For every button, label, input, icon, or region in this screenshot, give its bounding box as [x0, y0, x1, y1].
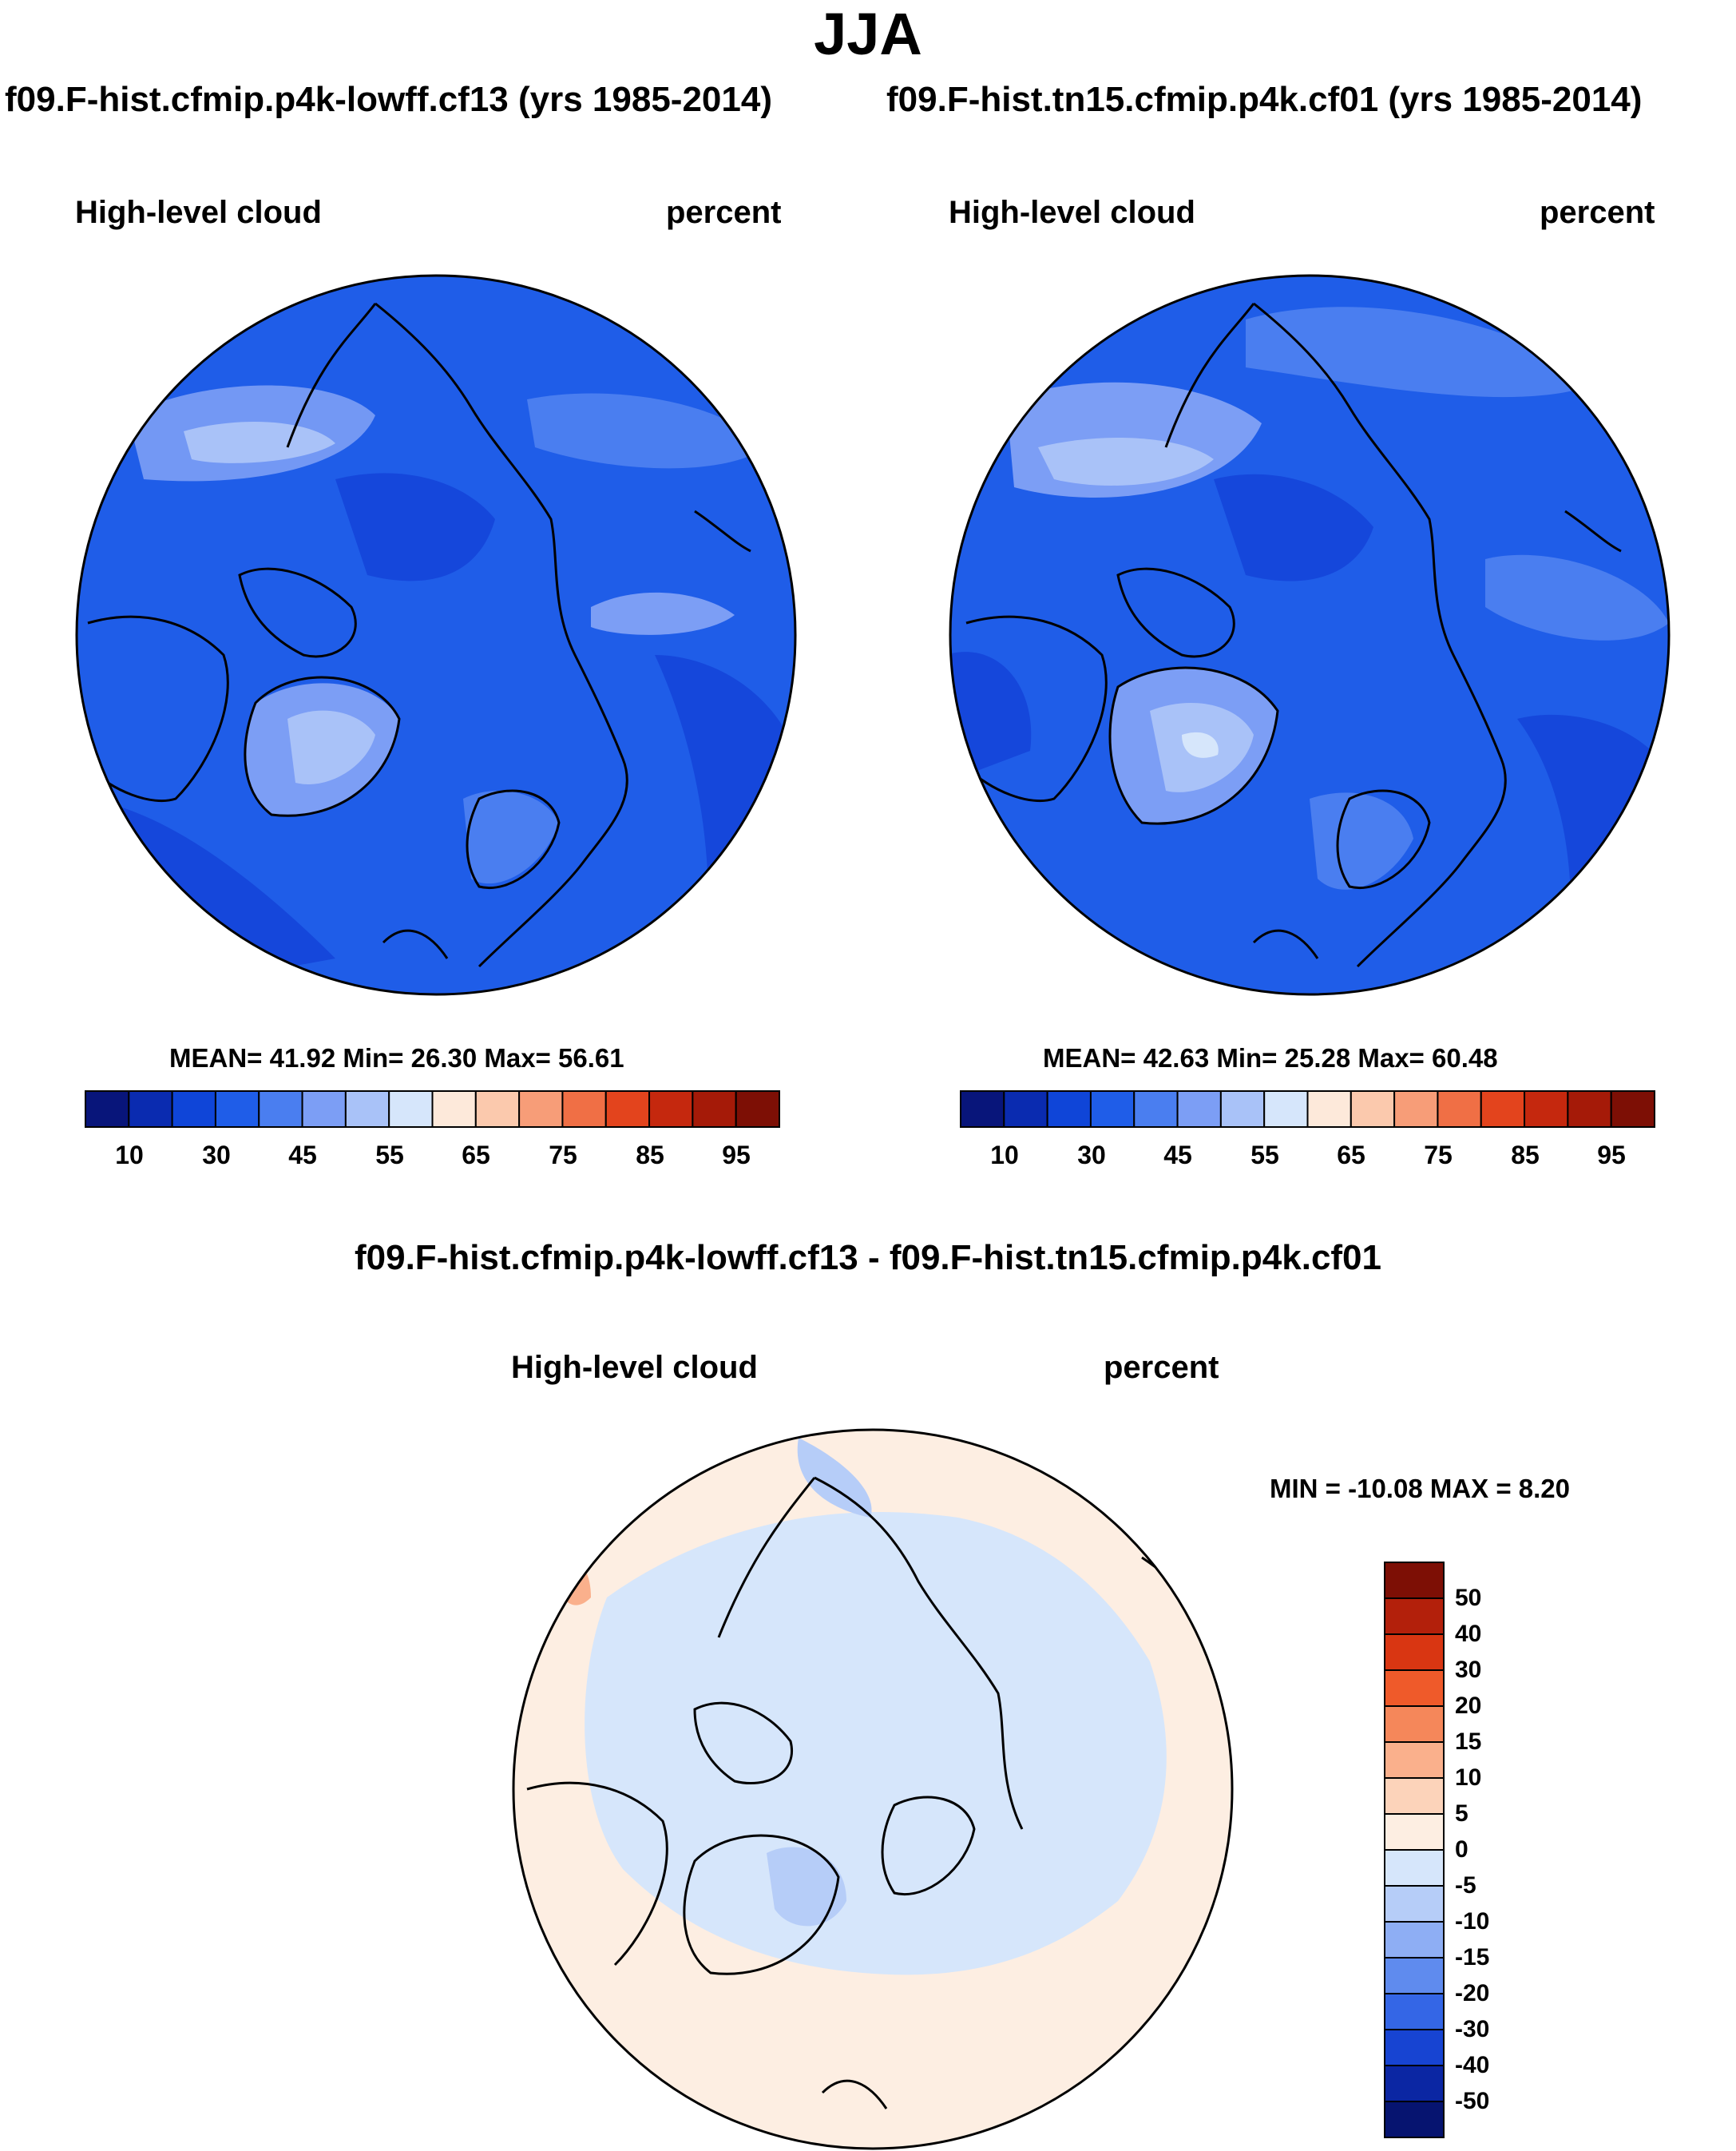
colorbar-tick-label: -50: [1455, 2088, 1490, 2114]
colorbar-swatch: [1003, 1090, 1048, 1128]
colorbar-tick-label: 55: [1250, 1141, 1279, 1169]
main-title: JJA: [814, 1, 922, 67]
colorbar-swatch: [1384, 1597, 1445, 1635]
colorbar-swatch: [431, 1090, 477, 1128]
panel2-colorbar: [960, 1090, 1655, 1128]
panel2-stats: MEAN= 42.63 Min= 25.28 Max= 60.48: [1043, 1043, 1498, 1073]
diff-title: f09.F-hist.cfmip.p4k-lowff.cf13 - f09.F-…: [354, 1238, 1382, 1277]
diff-stats: MIN = -10.08 MAX = 8.20: [1270, 1474, 1571, 1503]
colorbar-tick-label: 85: [636, 1141, 664, 1169]
panel2-variable-label: High-level cloud: [949, 195, 1195, 230]
colorbar-tick-label: -30: [1455, 2016, 1490, 2042]
colorbar-tick-label: 65: [1337, 1141, 1365, 1169]
colorbar-swatch: [1263, 1090, 1309, 1128]
colorbar-tick-label: 45: [1163, 1141, 1192, 1169]
colorbar-tick-label: -10: [1455, 1908, 1490, 1935]
panel1-variable-label: High-level cloud: [75, 195, 322, 230]
colorbar-swatch: [1350, 1090, 1396, 1128]
colorbar-swatch: [1384, 1633, 1445, 1671]
colorbar-tick-label: 75: [549, 1141, 577, 1169]
colorbar-swatch: [1384, 2065, 1445, 2102]
colorbar-swatch: [1384, 1562, 1445, 1599]
colorbar-swatch: [301, 1090, 347, 1128]
colorbar-swatch: [1089, 1090, 1136, 1128]
colorbar-swatch: [1567, 1090, 1612, 1128]
colorbar-swatch: [518, 1090, 564, 1128]
colorbar-tick-label: 0: [1455, 1836, 1468, 1863]
colorbar-swatch: [1393, 1090, 1439, 1128]
panel1-case-title: f09.F-hist.cfmip.p4k-lowff.cf13 (yrs 198…: [5, 80, 772, 119]
colorbar-swatch: [1046, 1090, 1092, 1128]
diff-units-label: percent: [1104, 1350, 1219, 1385]
colorbar-swatch: [1384, 1885, 1445, 1923]
colorbar-swatch: [1384, 1813, 1445, 1851]
colorbar-tick-label: 30: [202, 1141, 231, 1169]
panel1-units-label: percent: [666, 195, 782, 230]
colorbar-tick-label: 10: [990, 1141, 1019, 1169]
colorbar-swatch: [1384, 1741, 1445, 1779]
colorbar-swatch: [258, 1090, 303, 1128]
colorbar-swatch: [692, 1090, 737, 1128]
colorbar-swatch: [1524, 1090, 1569, 1128]
colorbar-swatch: [1384, 2101, 1445, 2138]
diff-colorbar: [1384, 1562, 1445, 2138]
colorbar-swatch: [1306, 1090, 1352, 1128]
colorbar-swatch: [735, 1090, 780, 1128]
panel2-polar-map: [949, 274, 1671, 996]
colorbar-tick-label: -40: [1455, 2052, 1490, 2078]
colorbar-tick-label: 10: [115, 1141, 144, 1169]
colorbar-swatch: [128, 1090, 173, 1128]
colorbar-swatch: [474, 1090, 521, 1128]
colorbar-swatch: [388, 1090, 434, 1128]
colorbar-swatch: [1437, 1090, 1482, 1128]
panel1-polar-map: [75, 274, 797, 996]
colorbar-swatch: [1176, 1090, 1222, 1128]
colorbar-tick-label: 95: [722, 1141, 751, 1169]
colorbar-swatch: [648, 1090, 694, 1128]
colorbar-swatch: [344, 1090, 390, 1128]
colorbar-tick-label: 20: [1455, 1693, 1482, 1719]
colorbar-tick-label: 50: [1455, 1585, 1482, 1611]
colorbar-tick-label: 10: [1455, 1764, 1482, 1791]
colorbar-swatch: [561, 1090, 607, 1128]
colorbar-tick-label: 5: [1455, 1800, 1468, 1827]
colorbar-swatch: [960, 1090, 1005, 1128]
colorbar-swatch: [1384, 1669, 1445, 1707]
colorbar-swatch: [1384, 1921, 1445, 1959]
colorbar-tick-label: 30: [1077, 1141, 1106, 1169]
diff-polar-map: [512, 1428, 1234, 2150]
colorbar-tick-label: 15: [1455, 1728, 1482, 1755]
colorbar-swatch: [1384, 1993, 1445, 2030]
colorbar-swatch: [214, 1090, 260, 1128]
diff-variable-label: High-level cloud: [511, 1350, 758, 1385]
colorbar-tick-label: -5: [1455, 1872, 1476, 1899]
colorbar-tick-label: 65: [462, 1141, 490, 1169]
colorbar-swatch: [1384, 2029, 1445, 2066]
colorbar-swatch: [1610, 1090, 1655, 1128]
colorbar-tick-label: 95: [1597, 1141, 1626, 1169]
panel1-colorbar: [85, 1090, 780, 1128]
colorbar-swatch: [85, 1090, 130, 1128]
colorbar-tick-label: -20: [1455, 1980, 1490, 2006]
colorbar-swatch: [1384, 1957, 1445, 1994]
colorbar-tick-label: 40: [1455, 1621, 1482, 1647]
colorbar-swatch: [1480, 1090, 1526, 1128]
colorbar-swatch: [1384, 1705, 1445, 1743]
panel2-case-title: f09.F-hist.tn15.cfmip.p4k.cf01 (yrs 1985…: [886, 80, 1643, 119]
colorbar-swatch: [1384, 1849, 1445, 1887]
colorbar-swatch: [604, 1090, 651, 1128]
colorbar-swatch: [1384, 1777, 1445, 1815]
panel2-units-label: percent: [1540, 195, 1655, 230]
colorbar-swatch: [1219, 1090, 1266, 1128]
colorbar-swatch: [1133, 1090, 1179, 1128]
colorbar-tick-label: 75: [1424, 1141, 1453, 1169]
colorbar-tick-label: 85: [1511, 1141, 1540, 1169]
colorbar-tick-label: 45: [288, 1141, 317, 1169]
colorbar-tick-label: 30: [1455, 1657, 1482, 1683]
colorbar-tick-label: -15: [1455, 1944, 1490, 1970]
colorbar-tick-label: 55: [375, 1141, 404, 1169]
colorbar-swatch: [171, 1090, 216, 1128]
panel1-stats: MEAN= 41.92 Min= 26.30 Max= 56.61: [169, 1043, 624, 1073]
